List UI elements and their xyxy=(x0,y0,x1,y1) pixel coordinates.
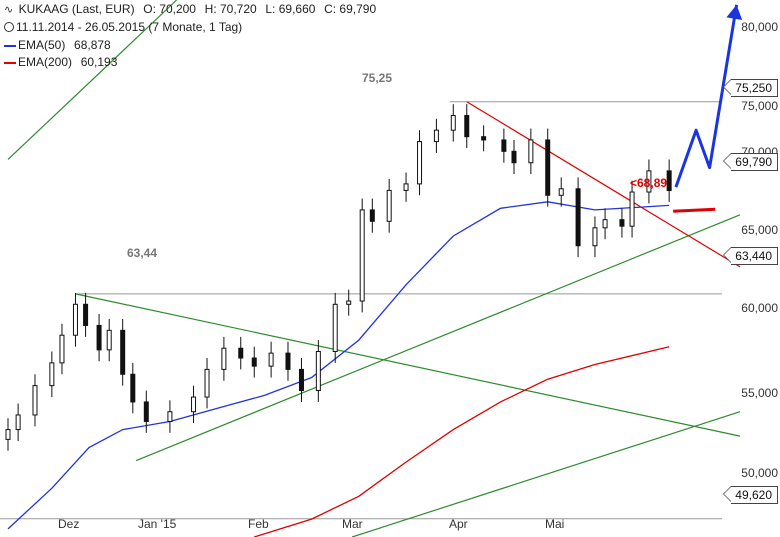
candle-body xyxy=(130,373,136,403)
y-tick-label: 65,000 xyxy=(741,223,778,237)
ema200-swatch xyxy=(4,61,16,64)
candle-body xyxy=(106,329,112,351)
price-box-low: 49,620 xyxy=(723,486,778,504)
level-high-label: 75,25 xyxy=(362,71,393,85)
candle-body xyxy=(528,139,534,164)
candle-body xyxy=(558,188,564,196)
trendline-0 xyxy=(7,0,178,160)
candle-body xyxy=(481,136,487,141)
candle-body xyxy=(646,170,652,193)
candle-body xyxy=(143,401,149,422)
candle-body xyxy=(359,209,365,302)
candle-body xyxy=(369,209,375,222)
candle-body xyxy=(315,350,321,392)
series-line-ema50 xyxy=(7,201,670,530)
ema200-label: EMA(200) xyxy=(18,55,73,69)
candle-body xyxy=(32,385,38,416)
candle-body xyxy=(167,411,173,422)
x-tick-label: Dez xyxy=(58,517,80,531)
trendline-3 xyxy=(351,411,741,537)
candle-body xyxy=(72,303,78,336)
candle-body xyxy=(120,329,126,375)
candle-body xyxy=(268,352,274,367)
candle-body xyxy=(298,368,304,392)
candle-body xyxy=(592,227,598,247)
candle-body xyxy=(49,362,55,387)
x-tick-label: Mar xyxy=(342,517,363,531)
ema-projection-marker xyxy=(673,207,716,213)
candle-body xyxy=(83,303,89,326)
chart-header-line1: ∿ KUKAAG (Last, EUR) O: 70,200 H: 70,720… xyxy=(4,2,378,16)
candle-body xyxy=(221,347,227,370)
candle-body xyxy=(59,334,65,364)
candle-body xyxy=(417,141,423,185)
y-tick-label: 55,000 xyxy=(741,386,778,400)
series-line-ema200 xyxy=(254,346,670,537)
candle-body xyxy=(433,129,439,143)
x-tick-label: Mai xyxy=(545,517,565,531)
ema50-swatch xyxy=(4,44,16,47)
trendline-1 xyxy=(75,293,741,437)
ema200-value: 60,193 xyxy=(80,55,118,69)
candle-body xyxy=(96,324,102,351)
trendline-4 xyxy=(466,101,741,268)
ema-projection-label: <68,89 xyxy=(630,176,668,190)
low-value: L: 69,660 xyxy=(265,2,316,16)
y-tick-label: 50,000 xyxy=(741,466,778,480)
chart-header-line2: 11.11.2014 - 26.05.2015 (7 Monate, 1 Tag… xyxy=(4,20,244,34)
forecast-arrow xyxy=(674,4,739,188)
high-value: H: 70,720 xyxy=(204,2,257,16)
legend-ema50: EMA(50) 68,878 xyxy=(4,38,113,52)
candle-body xyxy=(619,219,625,227)
candle-body xyxy=(450,115,456,131)
candle-body xyxy=(285,352,291,370)
legend-ema200: EMA(200) 60,193 xyxy=(4,55,119,69)
price-box-last: 69,790 xyxy=(723,153,778,171)
candle-body xyxy=(332,303,338,352)
date-range: 11.11.2014 - 26.05.2015 (7 Monate, 1 Tag… xyxy=(16,20,243,34)
close-value: C: 69,790 xyxy=(324,2,377,16)
candle-body xyxy=(238,347,244,359)
price-box-support: 63,440 xyxy=(723,247,778,265)
forecast-arrow-head xyxy=(726,4,743,21)
candle-body xyxy=(204,368,210,398)
candle-body xyxy=(629,191,635,227)
y-tick-label: 80,000 xyxy=(741,20,778,34)
y-tick-label: 60,000 xyxy=(741,301,778,315)
candle-body xyxy=(575,188,581,247)
symbol-label: KUKAAG (Last, EUR) xyxy=(18,2,135,16)
y-tick-label: 75,000 xyxy=(741,99,778,113)
x-tick-label: Jan '15 xyxy=(138,517,177,531)
x-tick-label: Feb xyxy=(248,517,269,531)
candle-body xyxy=(545,139,551,196)
candle-body xyxy=(602,219,608,229)
candle-body xyxy=(666,170,672,192)
candle-body xyxy=(5,429,11,440)
clock-icon xyxy=(4,22,14,32)
x-tick-label: Apr xyxy=(449,517,468,531)
candle-body xyxy=(15,414,21,431)
candle-body xyxy=(501,139,507,152)
candle-body xyxy=(403,183,409,191)
candle-body xyxy=(251,357,257,367)
trendline-2 xyxy=(135,214,741,462)
price-box-high: 75,250 xyxy=(723,79,778,97)
open-value: O: 70,200 xyxy=(143,2,196,16)
candle-body xyxy=(191,396,197,413)
candle-body xyxy=(511,150,517,164)
candle-body xyxy=(386,189,392,222)
ema50-value: 68,878 xyxy=(74,38,111,52)
ema50-label: EMA(50) xyxy=(18,38,66,52)
candle-body xyxy=(346,300,352,305)
candlestick-wave-icon: ∿ xyxy=(4,4,14,16)
level-low-label: 63,44 xyxy=(127,246,158,260)
candle-body xyxy=(464,115,470,138)
